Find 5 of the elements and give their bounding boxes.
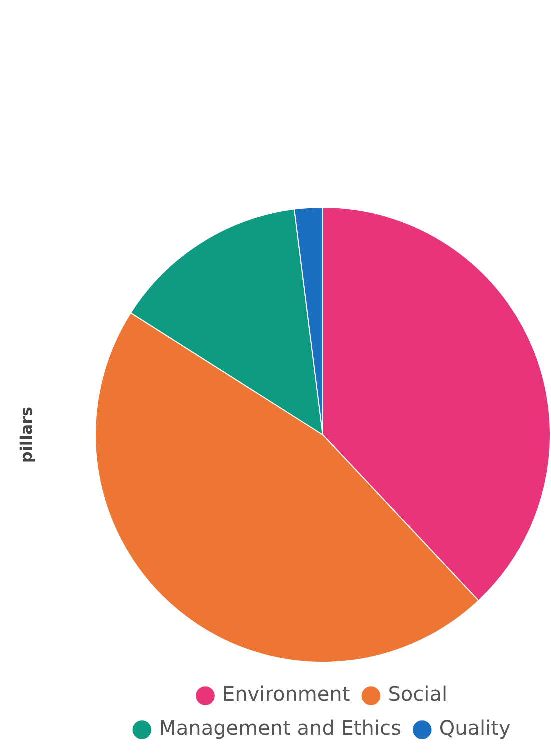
legend-label: Environment [222,682,350,706]
legend-label: Quality [439,716,512,740]
legend-label: Social [388,682,448,706]
legend-label: Management and Ethics [159,716,402,740]
text: pillars [17,406,36,464]
